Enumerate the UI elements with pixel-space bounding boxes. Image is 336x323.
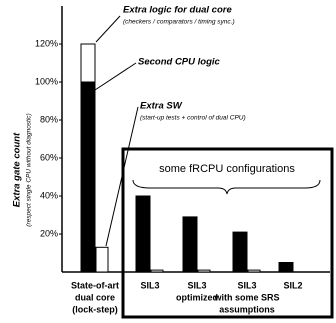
bar	[232, 231, 248, 273]
x-tick-label: assumptions	[219, 304, 275, 314]
leader-line	[105, 106, 139, 247]
x-tick-label: SIL3	[140, 280, 159, 290]
bar	[247, 269, 261, 273]
x-tick-label: SIL3	[237, 280, 256, 290]
bar	[80, 81, 96, 273]
bar	[80, 43, 96, 83]
leader-line	[95, 15, 121, 43]
bar	[182, 216, 198, 273]
x-tick-label: State-of-art	[71, 280, 119, 290]
x-tick-label: dual core	[75, 292, 115, 302]
y-axis-label: Extra gate count	[12, 132, 23, 207]
bar	[150, 269, 164, 273]
annotation-note: (start-up tests + control of dual CPU)	[140, 115, 246, 122]
brace	[132, 179, 321, 195]
bar	[135, 195, 151, 273]
y-tick-label: 60%	[40, 152, 58, 162]
y-tick-label: 100%	[35, 76, 58, 86]
y-axis-sublabel: (respect single CPU without diagnostic)	[26, 113, 33, 226]
annotation: some fRCPU configurations	[159, 163, 295, 175]
group-box	[121, 147, 334, 319]
x-tick-label: SIL3	[187, 280, 206, 290]
y-tick-label: 120%	[35, 38, 58, 48]
x-tick-label: SIL2	[283, 280, 302, 290]
annotation: Second CPU logic	[138, 57, 221, 68]
y-tick-label: 80%	[40, 114, 58, 124]
annotation-note: (checkers / comparators / timing sync.)	[123, 19, 235, 26]
bar	[278, 262, 294, 273]
x-tick-label: with some SRS	[213, 292, 279, 302]
x-tick-label: optimized	[176, 292, 218, 302]
annotation: Extra SW	[140, 101, 183, 112]
leader-line	[94, 62, 137, 91]
annotation: Extra logic for dual core	[123, 5, 232, 16]
bar	[95, 246, 109, 273]
y-tick-label: 40%	[40, 190, 58, 200]
x-tick-label: (lock-step)	[72, 304, 118, 314]
bar	[197, 269, 211, 273]
y-tick-label: 20%	[40, 228, 58, 238]
